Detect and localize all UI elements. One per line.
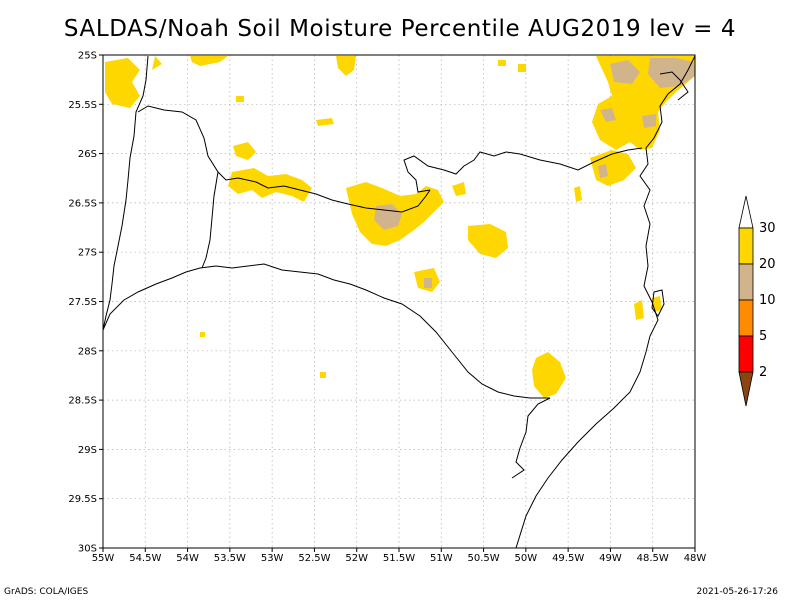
lat-tick-label: 29S (78, 445, 97, 456)
legend-label: 30 (759, 221, 776, 236)
shade-region (532, 352, 566, 398)
percentile-shading (105, 56, 695, 398)
shade-region (228, 168, 312, 202)
legend-swatch-gt30 (738, 195, 754, 229)
lon-tick-label: 54.5W (129, 553, 161, 564)
lon-tick-label: 51W (430, 553, 453, 564)
legend-label: 2 (759, 365, 767, 380)
border-sc-rs (103, 263, 550, 399)
shade-region (190, 56, 228, 66)
border-west (103, 55, 149, 331)
shade-region (320, 372, 326, 378)
lat-tick-label: 27.5S (68, 297, 97, 308)
map-title: SALDAS/Noah Soil Moisture Percentile AUG… (63, 16, 737, 42)
colorbar-legend: 2 5 10 20 30 (738, 195, 776, 407)
coast-detail (659, 71, 689, 101)
legend-label: 10 (759, 293, 776, 308)
shade-region (468, 224, 508, 258)
border-misiones (201, 171, 219, 269)
shade-region (105, 58, 140, 108)
legend-label: 5 (759, 329, 767, 344)
shade-region (236, 96, 244, 102)
border-pr-sc (403, 147, 643, 193)
legend-label: 20 (759, 257, 776, 272)
legend-swatch-5-10 (738, 299, 754, 337)
shade-region (424, 278, 432, 288)
lon-tick-label: 50W (515, 553, 538, 564)
island (651, 289, 665, 317)
shade-region (600, 108, 616, 122)
shade-region (374, 204, 402, 230)
lon-tick-label: 51.5W (383, 553, 415, 564)
lon-tick-label: 50.5W (467, 553, 499, 564)
shade-region (518, 64, 526, 72)
shade-region (316, 118, 334, 126)
shade-region (200, 332, 205, 337)
shade-region (598, 164, 608, 178)
lat-tick-label: 25.5S (68, 100, 97, 111)
legend-swatch-20-30 (738, 227, 754, 265)
lon-tick-label: 49W (599, 553, 622, 564)
shade-region (233, 142, 256, 160)
lon-tick-label: 48W (684, 553, 707, 564)
shade-region (574, 186, 582, 202)
lat-tick-label: 26S (78, 149, 97, 160)
footer-credit: GrADS: COLA/IGES (4, 587, 89, 597)
legend-swatch-lt2 (738, 371, 754, 407)
border-south (511, 397, 551, 479)
lat-tick-label: 25S (78, 51, 97, 62)
lon-tick-label: 52.5W (298, 553, 330, 564)
shade-region (610, 60, 640, 84)
shade-region (648, 58, 695, 88)
lon-tick-label: 53.5W (214, 553, 246, 564)
lon-tick-label: 54W (176, 553, 199, 564)
shade-region (498, 60, 506, 66)
lat-tick-label: 28.5S (68, 396, 97, 407)
coastline (515, 55, 695, 548)
lat-tick-label: 28S (78, 346, 97, 357)
lon-tick-label: 48.5W (637, 553, 669, 564)
legend-swatch-2-5 (738, 335, 754, 373)
shade-region (634, 300, 644, 320)
shade-region (152, 56, 162, 70)
lon-tick-label: 55W (92, 553, 115, 564)
lon-tick-label: 53W (261, 553, 284, 564)
shade-region (642, 114, 656, 128)
lat-tick-label: 29.5S (68, 494, 97, 505)
lat-tick-label: 26.5S (68, 198, 97, 209)
shade-region (336, 56, 356, 76)
lon-tick-label: 49.5W (552, 553, 584, 564)
boundaries (103, 55, 695, 548)
lat-tick-label: 27S (78, 248, 97, 259)
shade-region (452, 182, 466, 196)
legend-swatch-10-20 (738, 263, 754, 301)
lon-tick-label: 52W (345, 553, 368, 564)
shade-region (590, 150, 636, 186)
footer-timestamp: 2021-05-26-17:26 (696, 587, 779, 597)
axes: 55W 54.5W 54W 53.5W 53W 52.5W 52W 51.5W 51W 50.5W… (68, 51, 706, 565)
lat-tick-label: 30S (78, 544, 97, 555)
border-iguacu (137, 105, 431, 213)
